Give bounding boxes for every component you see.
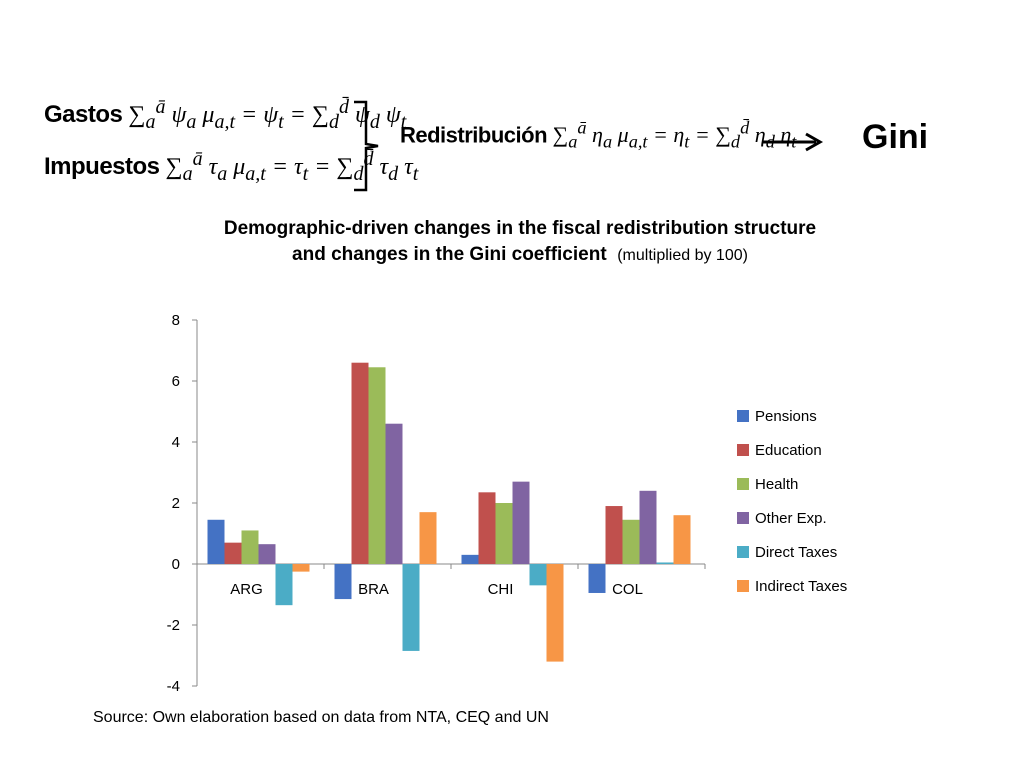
chart-title-note: (multiplied by 100) <box>617 247 748 264</box>
bar-chi-indirect-taxes <box>546 564 564 662</box>
bar-chi-direct-taxes <box>529 564 547 586</box>
chart-bars <box>207 362 691 662</box>
bracket-icon <box>354 100 379 192</box>
gastos-formula: Gastos ∑aā ψa μa,t = ψt = ∑dd̄ ψd ψt <box>44 96 407 133</box>
bar-arg-pensions <box>207 519 225 564</box>
chart-title-line1: Demographic-driven changes in the fiscal… <box>223 218 817 239</box>
x-tick-label: BRA <box>358 581 389 598</box>
bar-col-indirect-taxes <box>673 515 691 564</box>
chart-legend: Pensions Education Health Other Exp. Direct … <box>737 408 847 595</box>
gini-label: Gini <box>862 118 929 156</box>
impuestos-formula: Impuestos ∑aā τa μa,t = τt = ∑dd̄ τd τt <box>44 148 419 185</box>
bar-col-health <box>622 519 640 564</box>
bar-col-pensions <box>588 564 606 593</box>
bar-bra-direct-taxes <box>402 564 420 651</box>
impuestos-label: Impuestos <box>44 153 160 180</box>
bar-bra-indirect-taxes <box>419 512 437 564</box>
bar-chart: -4 -2 0 2 4 6 8 ARG BRA CHI COL Pensions Education H… <box>167 312 848 695</box>
legend-swatch <box>737 478 749 490</box>
chart-title-line2: and changes in the Gini coefficient <box>292 244 607 265</box>
bar-col-other-exp <box>639 490 657 564</box>
x-tick-label: CHI <box>488 581 514 598</box>
x-tick-label: ARG <box>230 581 263 598</box>
legend-swatch <box>737 410 749 422</box>
bar-bra-pensions <box>334 564 352 600</box>
legend-swatch <box>737 512 749 524</box>
bar-chi-other-exp <box>512 481 530 564</box>
legend-swatch <box>737 444 749 456</box>
chart-title: Demographic-driven changes in the fiscal… <box>0 216 1024 269</box>
bar-arg-indirect-taxes <box>292 564 310 572</box>
bar-arg-other-exp <box>258 544 276 564</box>
chart-axes: -4 -2 0 2 4 6 8 ARG BRA CHI COL <box>167 312 706 695</box>
bar-bra-other-exp <box>385 423 403 564</box>
x-tick-label: COL <box>612 581 643 598</box>
arrow-right-icon <box>762 132 824 152</box>
redistribucion-label: Redistribución <box>400 122 548 148</box>
y-tick-label: 6 <box>172 373 180 390</box>
bar-bra-education <box>351 362 369 564</box>
bar-chi-pensions <box>461 554 479 564</box>
legend-label: Direct Taxes <box>755 544 837 561</box>
redistribucion-formula: Redistribución ∑aā ηa μa,t = ηt = ∑dd̄ η… <box>400 118 796 152</box>
legend-label: Indirect Taxes <box>755 578 847 595</box>
bar-bra-health <box>368 367 386 564</box>
source-note: Source: Own elaboration based on data fr… <box>93 709 549 726</box>
legend-label: Pensions <box>755 408 817 425</box>
gastos-label: Gastos <box>44 101 123 128</box>
y-tick-label: 8 <box>172 312 180 329</box>
bar-chi-education <box>478 492 496 564</box>
bar-col-education <box>605 506 623 564</box>
legend-label: Education <box>755 442 822 459</box>
bar-arg-education <box>224 542 242 564</box>
bar-arg-direct-taxes <box>275 564 293 606</box>
y-tick-label: -2 <box>167 617 180 634</box>
legend-swatch <box>737 580 749 592</box>
y-tick-label: 4 <box>172 434 180 451</box>
y-tick-label: -4 <box>167 678 180 695</box>
y-tick-label: 2 <box>172 495 180 512</box>
bar-chi-health <box>495 503 513 564</box>
legend-label: Other Exp. <box>755 510 827 527</box>
legend-swatch <box>737 546 749 558</box>
legend-label: Health <box>755 476 798 493</box>
bar-col-direct-taxes <box>656 562 674 564</box>
bar-arg-health <box>241 530 259 564</box>
y-tick-label: 0 <box>172 556 180 573</box>
